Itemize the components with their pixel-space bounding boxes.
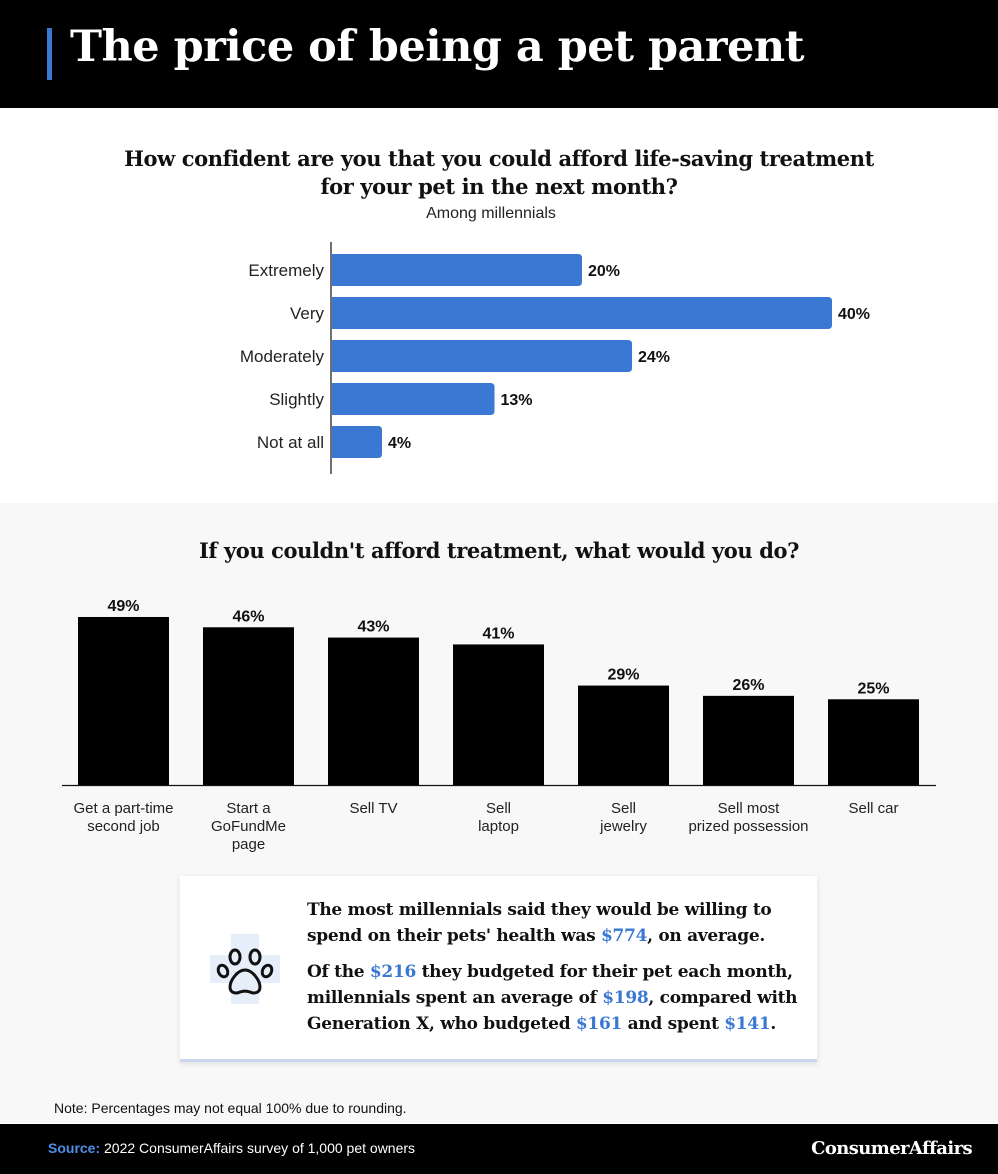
- chart2-category-label: page: [232, 836, 265, 853]
- chart1-value-label: 20%: [588, 263, 620, 280]
- chart2-bar: [78, 617, 169, 785]
- chart1-category-label: Slightly: [269, 390, 324, 409]
- callout-text-span: , compared with Generation X, who budget…: [307, 988, 798, 1034]
- chart2-bar: [203, 627, 294, 785]
- callout-paragraph-1: The most millennials said they would be …: [307, 897, 802, 949]
- chart2-bar: [703, 695, 794, 785]
- header-accent-bar: [47, 28, 52, 80]
- chart2-category-label: GoFundMe: [211, 818, 286, 835]
- footer-bar: [0, 1124, 998, 1174]
- chart2-category-label: laptop: [478, 818, 519, 835]
- chart2-category-label: prized possession: [688, 818, 808, 835]
- chart2-bar: [453, 644, 544, 785]
- amount-millennial-budget: $216: [369, 962, 417, 982]
- chart2-value-label: 41%: [482, 625, 514, 642]
- chart1-bar: [332, 254, 582, 286]
- chart1-title-line1: How confident are you that you could aff…: [124, 146, 874, 171]
- chart2-category-label: Sell: [486, 800, 511, 817]
- footnote: Note: Percentages may not equal 100% due…: [54, 1100, 407, 1116]
- amount-millennial-spent: $198: [602, 988, 649, 1008]
- amount-willing-to-spend: $774: [601, 926, 648, 946]
- consumeraffairs-logo: ConsumerAffairs: [811, 1138, 972, 1159]
- callout-text-span: they budgeted for their pet each month, …: [307, 962, 793, 1008]
- source-text: 2022 ConsumerAffairs survey of 1,000 pet…: [100, 1140, 416, 1156]
- header-bar: [0, 0, 998, 108]
- confidence-bar-chart: Extremely 20% Very 40% Moderately 24% Slightly…: [240, 242, 870, 474]
- chart2-value-label: 46%: [232, 608, 264, 625]
- chart2-value-label: 29%: [607, 667, 639, 684]
- source-line: Source: 2022 ConsumerAffairs survey of 1…: [48, 1140, 415, 1156]
- chart2-bar: [578, 685, 669, 785]
- chart1-bar: [332, 426, 382, 458]
- chart1-category-label: Extremely: [248, 261, 324, 280]
- callout-text-span: The most millennials said they would be …: [307, 900, 772, 946]
- chart2-category-label: jewelry: [599, 818, 647, 835]
- chart2-title: If you couldn't afford treatment, what w…: [198, 538, 799, 563]
- chart1-category-label: Moderately: [240, 347, 325, 366]
- chart1-value-label: 13%: [501, 392, 533, 409]
- chart2-category-label: Sell car: [848, 800, 898, 817]
- chart2-value-label: 49%: [107, 598, 139, 615]
- source-label: Source:: [48, 1140, 101, 1156]
- chart1-title-line2: for your pet in the next month?: [320, 174, 678, 199]
- chart1-value-label: 4%: [388, 435, 411, 452]
- chart2-bar: [328, 637, 419, 785]
- chart1-value-label: 40%: [838, 306, 870, 323]
- callout-text-span: .: [770, 1014, 776, 1034]
- callout-text-span: and spent: [622, 1014, 725, 1034]
- callout-text: The most millennials said they would be …: [307, 897, 802, 1037]
- chart1-category-label: Not at all: [257, 433, 324, 452]
- paw-icon: [210, 934, 280, 1004]
- chart1-value-label: 24%: [638, 349, 670, 366]
- page-title: The price of being a pet parent: [70, 22, 805, 72]
- chart2-category-label: Sell most: [718, 800, 781, 817]
- chart2-value-label: 25%: [857, 680, 889, 697]
- amount-genx-budget: $161: [575, 1014, 623, 1034]
- callout-text-span: Of the: [307, 962, 370, 982]
- callout-paragraph-2: Of the $216 they budgeted for their pet …: [307, 959, 802, 1037]
- chart2-value-label: 26%: [732, 677, 764, 694]
- chart2-category-label: Sell: [611, 800, 636, 817]
- chart1-bar: [332, 340, 632, 372]
- callout-card: [180, 876, 817, 1062]
- chart1-title: How confident are you that you could aff…: [99, 145, 899, 201]
- callout-text-span: , on average.: [647, 926, 765, 946]
- amount-genx-spent: $141: [724, 1014, 771, 1034]
- chart2-value-label: 43%: [357, 619, 389, 636]
- chart1-bar: [332, 383, 495, 415]
- chart2-category-label: second job: [87, 818, 160, 835]
- chart1-subtitle: Among millennials: [426, 205, 556, 222]
- chart1-bar: [332, 297, 832, 329]
- chart2-category-label: Start a: [226, 800, 271, 817]
- chart1-category-label: Very: [290, 304, 325, 323]
- chart2-category-label: Sell TV: [349, 800, 397, 817]
- chart2-category-label: Get a part-time: [73, 800, 173, 817]
- chart2-bar: [828, 699, 919, 785]
